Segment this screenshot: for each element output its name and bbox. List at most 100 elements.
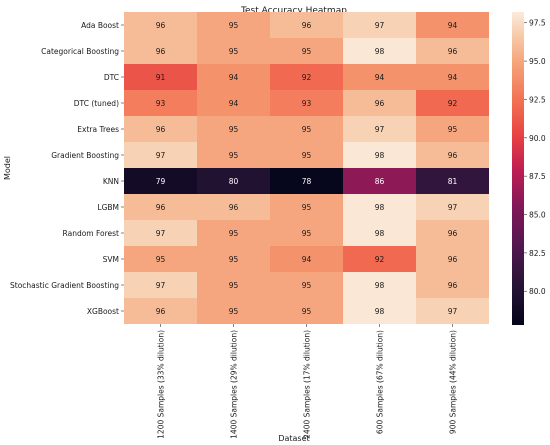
heatmap-cell [343,168,416,194]
cell-value-label: 96 [156,21,166,30]
cell-value-label: 95 [448,125,458,134]
cell-value-label: 96 [448,255,458,264]
heatmap-cell [197,220,270,246]
cell-value-label: 95 [156,255,166,264]
heatmap-cell [197,168,270,194]
row-label: Ada Boost [81,21,119,30]
heatmap-cell [270,38,343,64]
heatmap-cell [270,220,343,246]
cell-value-label: 96 [156,307,166,316]
row-label: SVM [103,255,119,264]
heatmap-cell [416,90,489,116]
cell-value-label: 94 [448,73,458,82]
heatmap-cell [270,194,343,220]
heatmap-cell [416,12,489,38]
column-labels: 1200 Samples (33% dilution) 1400 Samples … [157,324,458,439]
heatmap-cell [416,168,489,194]
cell-value-label: 95 [302,151,312,160]
heatmap-cell [343,298,416,324]
heatmap-cell [124,298,197,324]
heatmap-cell [124,64,197,90]
heatmap-cell [270,12,343,38]
column-label: 1200 Samples (33% dilution) [157,330,166,439]
heatmap-cell [197,12,270,38]
x-axis-label: Dataset [278,434,309,443]
heatmap-cells: 96 95 96 97 94 96 95 95 98 96 91 94 92 94 94 93 94 93 96 92… [124,12,489,324]
heatmap-cell [124,142,197,168]
heatmap-cell [416,116,489,142]
cell-value-label: 97 [375,21,385,30]
cell-value-label: 78 [302,177,312,186]
cell-value-label: 95 [229,255,239,264]
cell-value-label: 95 [302,47,312,56]
cell-value-label: 93 [156,99,166,108]
cell-value-label: 95 [302,229,312,238]
cell-value-label: 96 [448,229,458,238]
heatmap-cell [416,194,489,220]
row-label: XGBoost [87,307,119,316]
cell-value-label: 79 [156,177,166,186]
cell-value-label: 81 [448,177,458,186]
colorbar-tick-label: 95.0 [529,57,546,66]
heatmap-cell [416,298,489,324]
heatmap-cell [124,220,197,246]
cell-value-label: 96 [302,21,312,30]
row-label: DTC [104,73,119,82]
heatmap-cell [197,142,270,168]
row-label: DTC (tuned) [74,99,119,108]
heatmap-cell [343,220,416,246]
row-label: LGBM [97,203,119,212]
heatmap-cell [270,272,343,298]
heatmap-cell [124,38,197,64]
cell-value-label: 95 [229,307,239,316]
cell-value-label: 95 [302,281,312,290]
heatmap-cell [416,246,489,272]
cell-value-label: 94 [375,73,385,82]
colorbar-tick-label: 90.0 [529,134,546,143]
cell-value-label: 95 [302,203,312,212]
column-label: 1400 Samples (29% dilution) [230,330,239,439]
colorbar-tick-label: 85.0 [529,211,546,220]
cell-value-label: 97 [448,307,458,316]
cell-value-label: 92 [448,99,458,108]
heatmap-cell [343,194,416,220]
cell-value-label: 97 [156,229,166,238]
cell-value-label: 91 [156,73,166,82]
heatmap-cell [124,168,197,194]
cell-value-label: 95 [229,281,239,290]
cell-value-label: 86 [375,177,385,186]
cell-value-label: 94 [302,255,312,264]
heatmap-cell [343,38,416,64]
cell-value-label: 97 [375,125,385,134]
cell-value-label: 98 [375,47,385,56]
cell-value-label: 92 [375,255,385,264]
heatmap-cell [124,90,197,116]
heatmap-cell [270,142,343,168]
heatmap-cell [197,272,270,298]
cell-value-label: 97 [156,281,166,290]
colorbar-tick-label: 87.5 [529,172,546,181]
cell-value-label: 98 [375,229,385,238]
cell-value-label: 98 [375,281,385,290]
colorbar-tick-label: 92.5 [529,95,546,104]
heatmap-cell [197,298,270,324]
heatmap-cell [270,246,343,272]
colorbar [512,12,524,325]
row-label: Categorical Boosting [41,47,119,56]
heatmap-cell [197,64,270,90]
heatmap-cell [124,116,197,142]
cell-value-label: 96 [448,47,458,56]
heatmap-cell [124,272,197,298]
cell-value-label: 96 [156,203,166,212]
cell-value-label: 96 [229,203,239,212]
heatmap-cell [416,220,489,246]
y-axis-label: Model [3,156,12,180]
cell-value-label: 92 [302,73,312,82]
cell-value-label: 95 [229,21,239,30]
cell-value-label: 96 [156,125,166,134]
cell-value-label: 94 [229,73,239,82]
heatmap-cell [416,272,489,298]
row-label: Stochastic Gradient Boosting [10,281,119,290]
cell-value-label: 98 [375,151,385,160]
